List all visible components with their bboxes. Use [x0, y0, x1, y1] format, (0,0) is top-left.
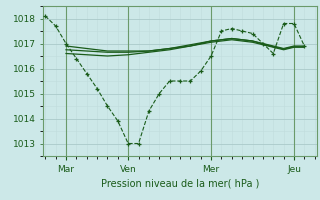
- X-axis label: Pression niveau de la mer( hPa ): Pression niveau de la mer( hPa ): [101, 178, 259, 188]
